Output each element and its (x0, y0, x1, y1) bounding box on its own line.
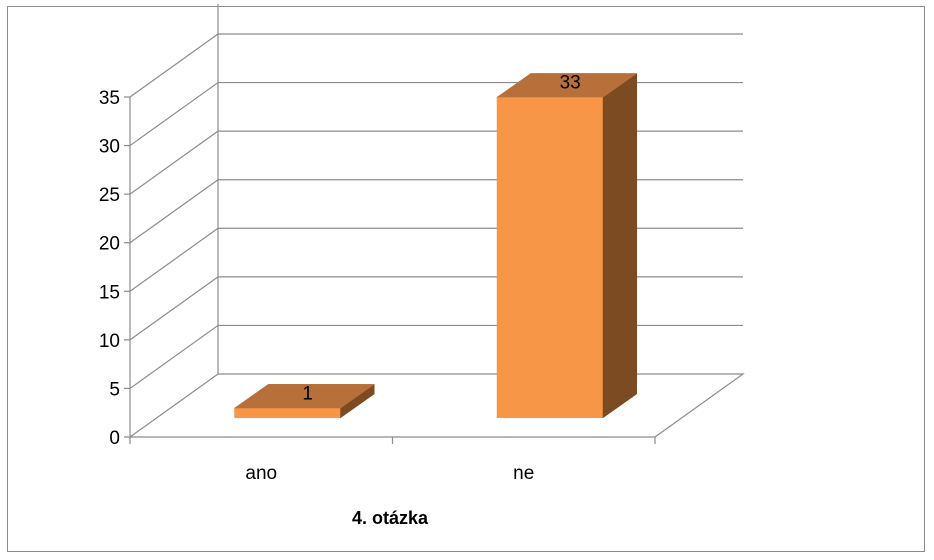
y-tick-label: 15 (99, 282, 120, 303)
y-tick-label: 10 (99, 331, 120, 352)
bar (496, 97, 603, 418)
gridline-depth (129, 82, 219, 147)
bars (233, 72, 638, 419)
bar (234, 408, 341, 418)
labels: 0 5 10 15 20 25 30 35 1 ano 33 ne (99, 72, 581, 484)
bar-side (602, 72, 637, 419)
chart-frame (7, 6, 925, 552)
gridline-depth (129, 179, 219, 244)
y-tick-label: 20 (99, 234, 120, 255)
y-tick-label: 35 (99, 88, 120, 109)
gridline-depth (129, 324, 219, 389)
y-tick-label: 30 (99, 137, 120, 158)
floor-outline (129, 373, 745, 438)
gridlines (129, 33, 743, 389)
y-tick-label: 25 (99, 185, 120, 206)
gridline-depth (129, 227, 219, 292)
x-tick-label: ne (513, 463, 534, 484)
x-tick-label: ano (245, 463, 277, 484)
x-axis-title: 4. otázka (352, 508, 429, 528)
data-label: 1 (302, 383, 313, 404)
y-tick-label: 0 (109, 428, 120, 449)
gridline-depth (129, 276, 219, 341)
axes (124, 4, 745, 444)
gridline-depth (129, 33, 219, 98)
data-label: 33 (560, 72, 581, 93)
gridline-depth (129, 130, 219, 195)
y-tick-label: 5 (109, 379, 120, 400)
